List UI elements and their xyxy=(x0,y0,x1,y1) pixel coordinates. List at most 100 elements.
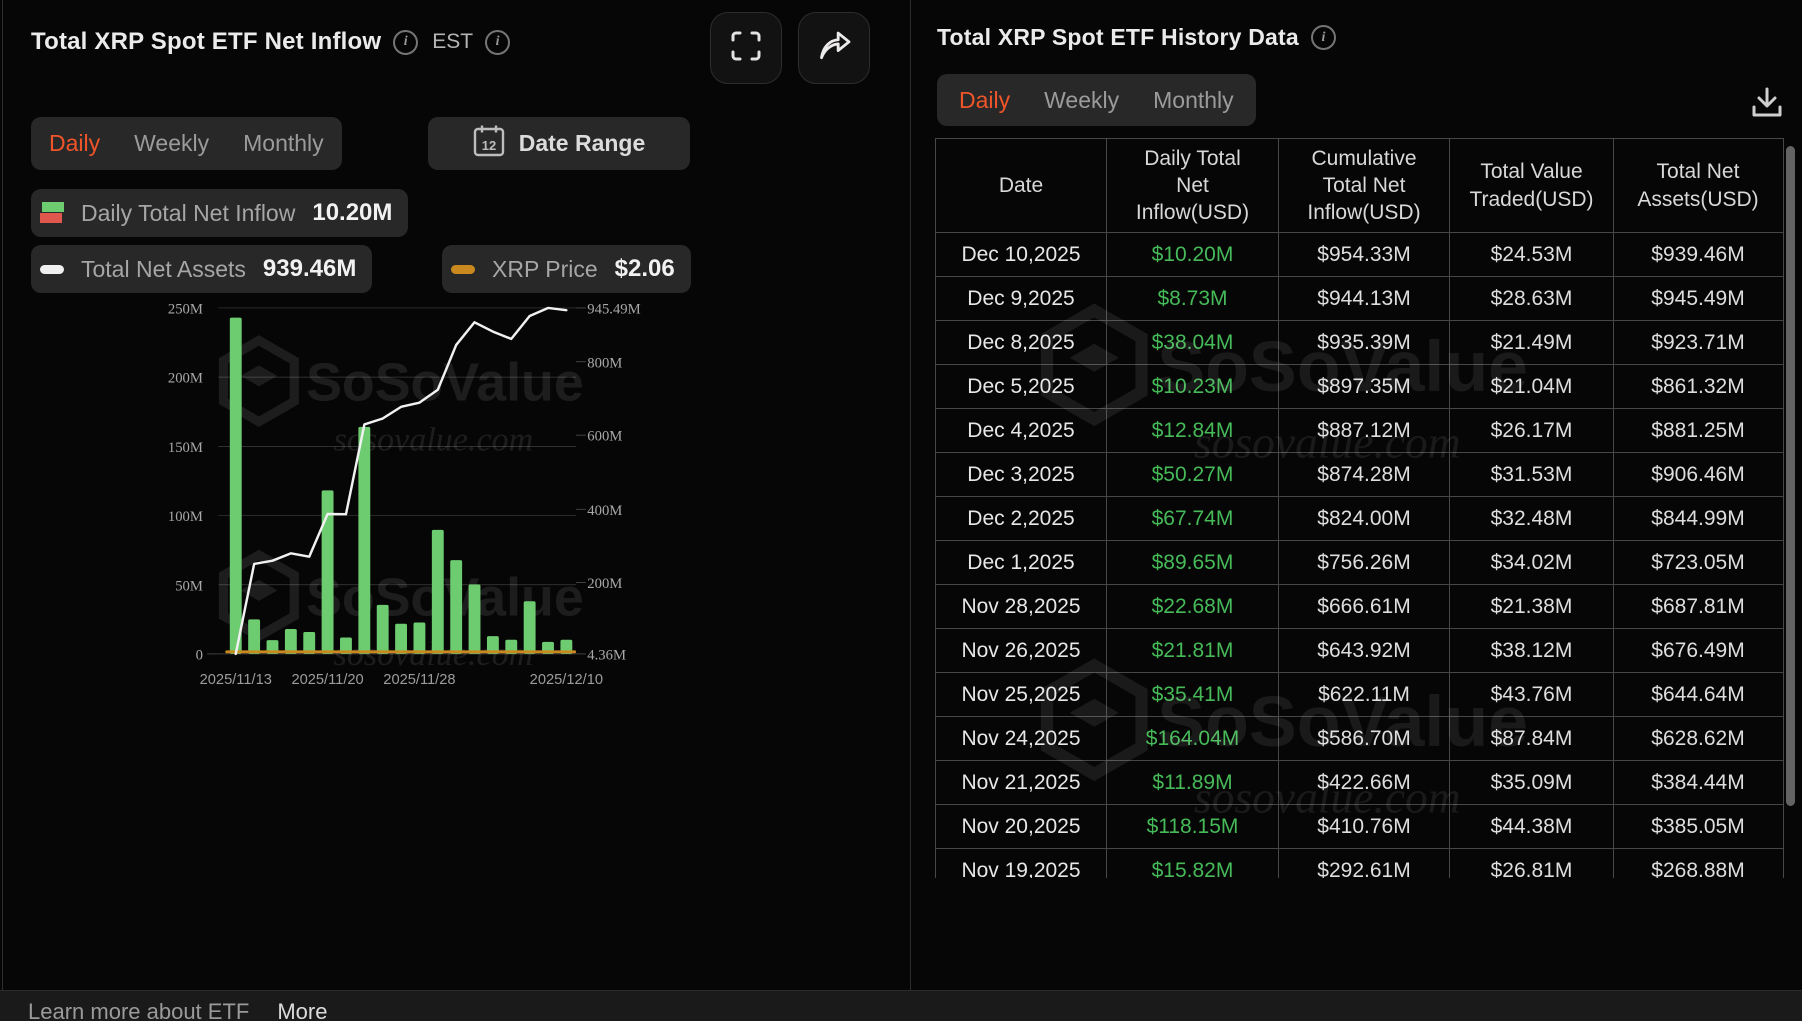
fullscreen-icon xyxy=(727,27,765,70)
table-row: Dec 4,2025 $12.84M $887.12M $26.17M $881.25M xyxy=(936,409,1783,453)
cell-net-assets: $384.44M xyxy=(1613,761,1782,804)
fullscreen-button[interactable] xyxy=(710,12,782,84)
cell-daily-inflow: $118.15M xyxy=(1106,805,1278,848)
date-range-label: Date Range xyxy=(518,130,646,156)
svg-text:200M: 200M xyxy=(168,371,203,387)
table-row: Dec 3,2025 $50.27M $874.28M $31.53M $906.46M xyxy=(936,453,1783,497)
date-range-button[interactable]: 12 Date Range xyxy=(428,117,690,170)
tab-daily[interactable]: Daily xyxy=(49,130,101,156)
cell-daily-inflow: $67.74M xyxy=(1106,497,1278,540)
cell-daily-inflow: $22.68M xyxy=(1106,585,1278,628)
cell-net-assets: $945.49M xyxy=(1613,277,1782,320)
cell-net-assets: $687.81M xyxy=(1613,585,1782,628)
assets-legend-icon xyxy=(40,264,64,274)
chart-axis-labels: 250M 200M 150M 100M 50M 0 945.49M 800M 600M 400M 2… xyxy=(168,302,641,688)
cell-daily-inflow: $164.04M xyxy=(1106,717,1278,760)
cell-date: Nov 24,2025 xyxy=(961,726,1081,750)
net-inflow-chart[interactable]: 250M 200M 150M 100M 50M 0 945.49M 800M 600M 400M 2… xyxy=(0,280,800,930)
cell-daily-inflow: $12.84M xyxy=(1106,409,1278,452)
table-row: Nov 26,2025 $21.81M $643.92M $38.12M $676.49… xyxy=(936,629,1783,673)
more-link[interactable]: More xyxy=(277,999,328,1021)
cell-cumulative-inflow: $586.70M xyxy=(1278,717,1449,760)
cell-daily-inflow: $50.27M xyxy=(1106,453,1278,496)
cell-cumulative-inflow: $954.33M xyxy=(1278,233,1449,276)
cell-value-traded: $38.12M xyxy=(1449,629,1613,672)
download-icon xyxy=(1749,84,1785,123)
svg-text:400M: 400M xyxy=(587,503,622,519)
cell-cumulative-inflow: $422.66M xyxy=(1278,761,1449,804)
cell-value-traded: $26.81M xyxy=(1449,849,1613,878)
info-icon[interactable]: i xyxy=(393,29,419,55)
chart-period-tabs: Daily Weekly Monthly xyxy=(31,117,342,170)
cell-daily-inflow: $8.73M xyxy=(1106,277,1278,320)
timezone-label: EST xyxy=(432,30,474,53)
scrollbar-thumb[interactable] xyxy=(1786,146,1795,806)
cell-date: Nov 19,2025 xyxy=(961,858,1081,879)
cell-date: Nov 20,2025 xyxy=(961,814,1081,838)
cell-value-traded: $21.49M xyxy=(1449,321,1613,364)
table-row: Dec 5,2025 $10.23M $897.35M $21.04M $861.32M xyxy=(936,365,1783,409)
panel-divider xyxy=(910,0,911,990)
legend-item-xrp-price[interactable]: XRP Price $2.06 xyxy=(442,245,691,293)
cell-date: Dec 1,2025 xyxy=(967,550,1075,574)
legend-value: 939.46M xyxy=(262,255,357,282)
cell-value-traded: $21.38M xyxy=(1449,585,1613,628)
table-tab-daily[interactable]: Daily xyxy=(959,86,1011,113)
cell-value-traded: $26.17M xyxy=(1449,409,1613,452)
legend-label: XRP Price xyxy=(492,255,598,282)
col-header-cumulative-inflow: Cumulative Total Net Inflow(USD) xyxy=(1278,139,1449,232)
cell-net-assets: $881.25M xyxy=(1613,409,1782,452)
cell-net-assets: $644.64M xyxy=(1613,673,1782,716)
cell-date: Dec 8,2025 xyxy=(967,330,1075,354)
cell-cumulative-inflow: $897.35M xyxy=(1278,365,1449,408)
cell-cumulative-inflow: $292.61M xyxy=(1278,849,1449,878)
table-row: Nov 25,2025 $35.41M $622.11M $43.76M $644.64… xyxy=(936,673,1783,717)
tab-weekly[interactable]: Weekly xyxy=(134,130,210,156)
cell-net-assets: $723.05M xyxy=(1613,541,1782,584)
cell-value-traded: $31.53M xyxy=(1449,453,1613,496)
calendar-icon: 12 xyxy=(473,124,505,163)
cell-daily-inflow: $10.20M xyxy=(1106,233,1278,276)
col-header-date: Date xyxy=(998,173,1044,197)
cell-date: Nov 21,2025 xyxy=(961,770,1081,794)
svg-text:945.49M: 945.49M xyxy=(587,302,640,318)
svg-text:0: 0 xyxy=(196,648,203,664)
table-tab-monthly[interactable]: Monthly xyxy=(1153,86,1234,113)
cell-date: Nov 25,2025 xyxy=(961,682,1081,706)
table-tab-weekly[interactable]: Weekly xyxy=(1044,86,1120,113)
history-data-table: Date Daily Total Net Inflow(USD) Cumulat… xyxy=(935,138,1784,878)
svg-text:250M: 250M xyxy=(168,302,203,318)
history-info-icon[interactable]: i xyxy=(1310,25,1336,50)
timezone-info-icon[interactable]: i xyxy=(485,29,511,55)
svg-text:2025/12/10: 2025/12/10 xyxy=(530,672,603,688)
cell-date: Dec 9,2025 xyxy=(967,286,1075,310)
download-button[interactable] xyxy=(1744,80,1790,126)
right-panel-header: Total XRP Spot ETF History Data i xyxy=(937,24,1336,51)
table-row: Nov 19,2025 $15.82M $292.61M $26.81M $268.88… xyxy=(936,849,1783,878)
cell-value-traded: $28.63M xyxy=(1449,277,1613,320)
cell-daily-inflow: $35.41M xyxy=(1106,673,1278,716)
legend-item-daily-inflow[interactable]: Daily Total Net Inflow 10.20M xyxy=(31,189,409,237)
page-title: Total XRP Spot ETF Net Inflow xyxy=(31,28,382,55)
tab-monthly[interactable]: Monthly xyxy=(243,130,324,156)
table-body: Dec 10,2025 $10.20M $954.33M $24.53M $939.46… xyxy=(936,233,1783,878)
cell-value-traded: $35.09M xyxy=(1449,761,1613,804)
cell-date: Dec 10,2025 xyxy=(961,242,1081,266)
cell-value-traded: $24.53M xyxy=(1449,233,1613,276)
cell-net-assets: $385.05M xyxy=(1613,805,1782,848)
col-header-daily-inflow: Daily Total Net Inflow(USD) xyxy=(1106,139,1278,232)
learn-more-label: Learn more about ETF xyxy=(28,999,250,1021)
history-data-title: Total XRP Spot ETF History Data xyxy=(937,24,1299,50)
share-button[interactable] xyxy=(798,12,870,84)
cell-net-assets: $861.32M xyxy=(1613,365,1782,408)
legend-value: 10.20M xyxy=(312,199,393,226)
cell-cumulative-inflow: $410.76M xyxy=(1278,805,1449,848)
cell-cumulative-inflow: $887.12M xyxy=(1278,409,1449,452)
page-left-border xyxy=(2,0,3,1020)
table-row: Dec 9,2025 $8.73M $944.13M $28.63M $945.49M xyxy=(936,277,1783,321)
legend-item-total-net-assets[interactable]: Total Net Assets 939.46M xyxy=(31,245,373,293)
cell-net-assets: $268.88M xyxy=(1613,849,1782,878)
table-header-row: Date Daily Total Net Inflow(USD) Cumulat… xyxy=(936,138,1783,233)
svg-text:100M: 100M xyxy=(168,509,203,525)
cell-net-assets: $844.99M xyxy=(1613,497,1782,540)
